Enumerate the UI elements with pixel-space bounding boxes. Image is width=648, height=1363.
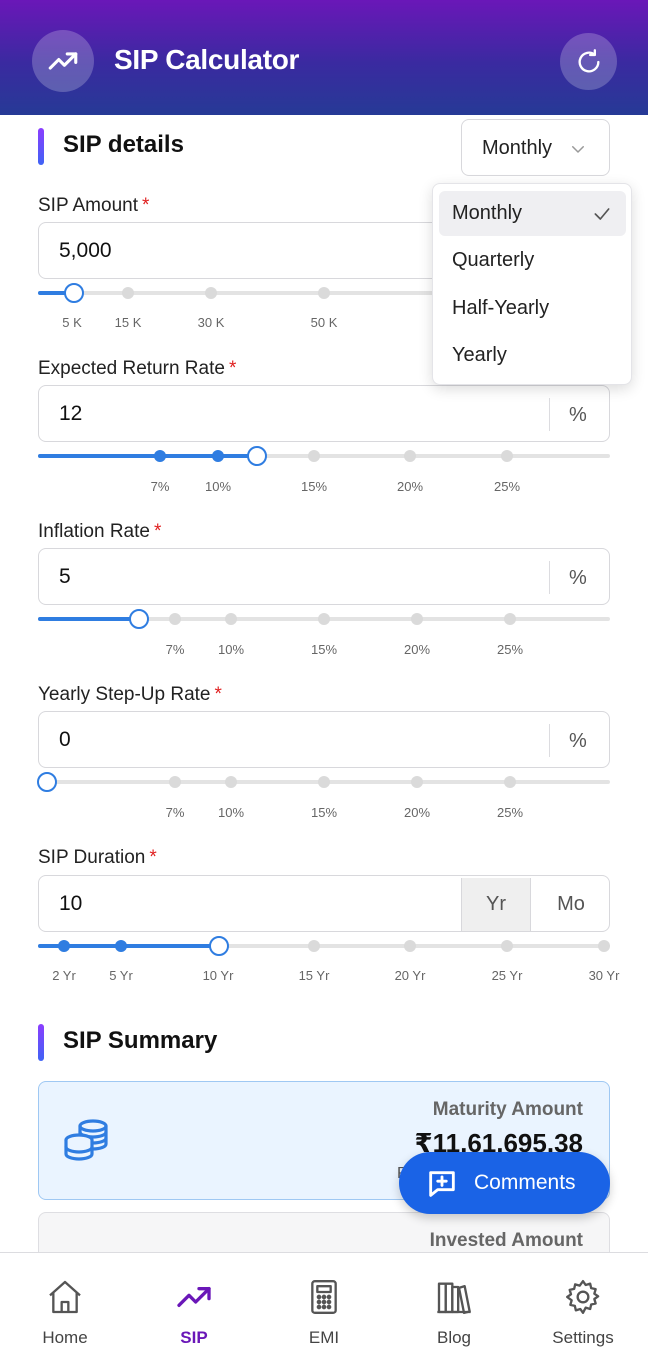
slider-mark: 15 Yr xyxy=(298,968,330,983)
return-rate-input[interactable]: 12 % xyxy=(38,385,610,442)
sip-duration-label: SIP Duration * xyxy=(38,847,157,868)
sip-duration-value: 10 xyxy=(59,892,83,915)
slider-mark: 25 Yr xyxy=(491,968,523,983)
invested-amount-label: Invested Amount xyxy=(429,1230,583,1251)
sip-amount-value: 5,000 xyxy=(59,239,112,262)
sip-duration-input[interactable]: 10 Yr Mo xyxy=(38,875,610,932)
frequency-option-yearly[interactable]: Yearly xyxy=(452,344,507,366)
home-icon xyxy=(49,1280,81,1314)
trending-up-icon xyxy=(177,1287,211,1307)
nav-label: SIP xyxy=(180,1328,208,1347)
inflation-rate-value: 5 xyxy=(59,565,71,588)
sip-amount-slider-thumb[interactable] xyxy=(64,283,84,303)
gear-icon xyxy=(566,1280,600,1314)
comments-button[interactable]: Comments xyxy=(399,1152,610,1214)
slider-mark: 7% xyxy=(165,642,185,657)
comments-button-label: Comments xyxy=(474,1171,576,1194)
app-header: SIP Calculator xyxy=(0,0,648,115)
coins-icon xyxy=(64,1119,108,1161)
step-up-rate-label: Yearly Step-Up Rate * xyxy=(38,684,222,705)
bottom-nav: Home SIP EMI Blog Settings xyxy=(0,1252,648,1363)
step-up-rate-slider[interactable] xyxy=(37,772,610,792)
slider-mark: 15% xyxy=(310,642,338,657)
percent-unit: % xyxy=(569,404,587,426)
slider-mark: 2 Yr xyxy=(52,968,76,983)
inflation-rate-input[interactable]: 5 % xyxy=(38,548,610,605)
chevron-down-icon xyxy=(572,146,584,153)
slider-mark: 7% xyxy=(165,805,185,820)
sip-duration-slider[interactable] xyxy=(38,936,610,956)
slider-mark: 20% xyxy=(403,805,431,820)
nav-item-settings[interactable]: Settings xyxy=(528,1253,638,1363)
nav-label: EMI xyxy=(308,1328,340,1347)
calculator-icon xyxy=(311,1280,337,1314)
step-up-rate-value: 0 xyxy=(59,728,71,751)
sip-summary-title: SIP Summary xyxy=(63,1027,218,1054)
slider-mark: 5 Yr xyxy=(109,968,133,983)
slider-mark: 20% xyxy=(403,642,431,657)
return-rate-label: Expected Return Rate * xyxy=(38,358,237,379)
slider-mark: 7% xyxy=(150,479,170,494)
reset-button[interactable] xyxy=(560,33,617,90)
nav-item-emi[interactable]: EMI xyxy=(269,1253,379,1363)
refresh-icon xyxy=(578,48,599,72)
frequency-option-monthly[interactable]: Monthly xyxy=(439,191,626,236)
nav-item-home[interactable]: Home xyxy=(10,1253,120,1363)
year-unit-toggle[interactable]: Yr xyxy=(461,878,531,931)
slider-mark: 25% xyxy=(496,642,524,657)
slider-mark: 15% xyxy=(310,805,338,820)
return-rate-value: 12 xyxy=(59,402,83,425)
nav-item-blog[interactable]: Blog xyxy=(399,1253,509,1363)
month-unit-toggle[interactable]: Mo xyxy=(557,893,585,915)
return-rate-slider-thumb[interactable] xyxy=(247,446,267,466)
frequency-option-quarterly[interactable]: Quarterly xyxy=(452,249,535,271)
books-icon xyxy=(437,1282,471,1314)
sip-amount-slider[interactable] xyxy=(38,283,610,303)
inflation-rate-label: Inflation Rate * xyxy=(38,521,162,542)
frequency-menu: Monthly Quarterly Half-Yearly Yearly xyxy=(432,183,632,385)
slider-mark: 5 K xyxy=(62,315,82,330)
nav-item-sip[interactable]: SIP xyxy=(139,1253,249,1363)
section-accent-bar xyxy=(38,1024,44,1061)
check-icon xyxy=(594,208,610,220)
return-rate-slider[interactable] xyxy=(38,446,610,466)
sip-amount-label: SIP Amount * xyxy=(38,195,150,216)
slider-mark: 30 K xyxy=(197,315,225,330)
frequency-option-half-yearly[interactable]: Half-Yearly xyxy=(452,297,550,319)
page-title: SIP Calculator xyxy=(114,44,300,75)
section-accent-bar xyxy=(38,128,44,165)
nav-label: Blog xyxy=(436,1328,472,1347)
step-up-rate-slider-thumb[interactable] xyxy=(37,772,57,792)
inflation-rate-slider[interactable] xyxy=(38,609,610,629)
slider-mark: 10 Yr xyxy=(202,968,234,983)
slider-mark: 10% xyxy=(217,805,245,820)
slider-mark: 20% xyxy=(396,479,424,494)
slider-mark: 10% xyxy=(204,479,232,494)
slider-mark: 30 Yr xyxy=(588,968,620,983)
trending-up-icon xyxy=(48,52,78,70)
slider-mark: 20 Yr xyxy=(394,968,426,983)
nav-label: Home xyxy=(42,1328,88,1347)
comment-add-icon xyxy=(429,1171,455,1197)
maturity-amount-label: Maturity Amount xyxy=(432,1099,583,1120)
slider-mark: 15 K xyxy=(114,315,142,330)
percent-unit: % xyxy=(569,567,587,589)
nav-label: Settings xyxy=(552,1328,614,1347)
slider-mark: 25% xyxy=(493,479,521,494)
sip-duration-slider-thumb[interactable] xyxy=(209,936,229,956)
percent-unit: % xyxy=(569,730,587,752)
slider-mark: 10% xyxy=(217,642,245,657)
step-up-rate-input[interactable]: 0 % xyxy=(38,711,610,768)
slider-mark: 15% xyxy=(300,479,328,494)
sip-details-title: SIP details xyxy=(63,131,184,158)
frequency-select[interactable]: Monthly xyxy=(461,119,610,176)
frequency-selected-value: Monthly xyxy=(482,137,553,159)
slider-mark: 50 K xyxy=(310,315,338,330)
app-logo xyxy=(32,30,94,92)
slider-mark: 25% xyxy=(496,805,524,820)
inflation-rate-slider-thumb[interactable] xyxy=(129,609,149,629)
